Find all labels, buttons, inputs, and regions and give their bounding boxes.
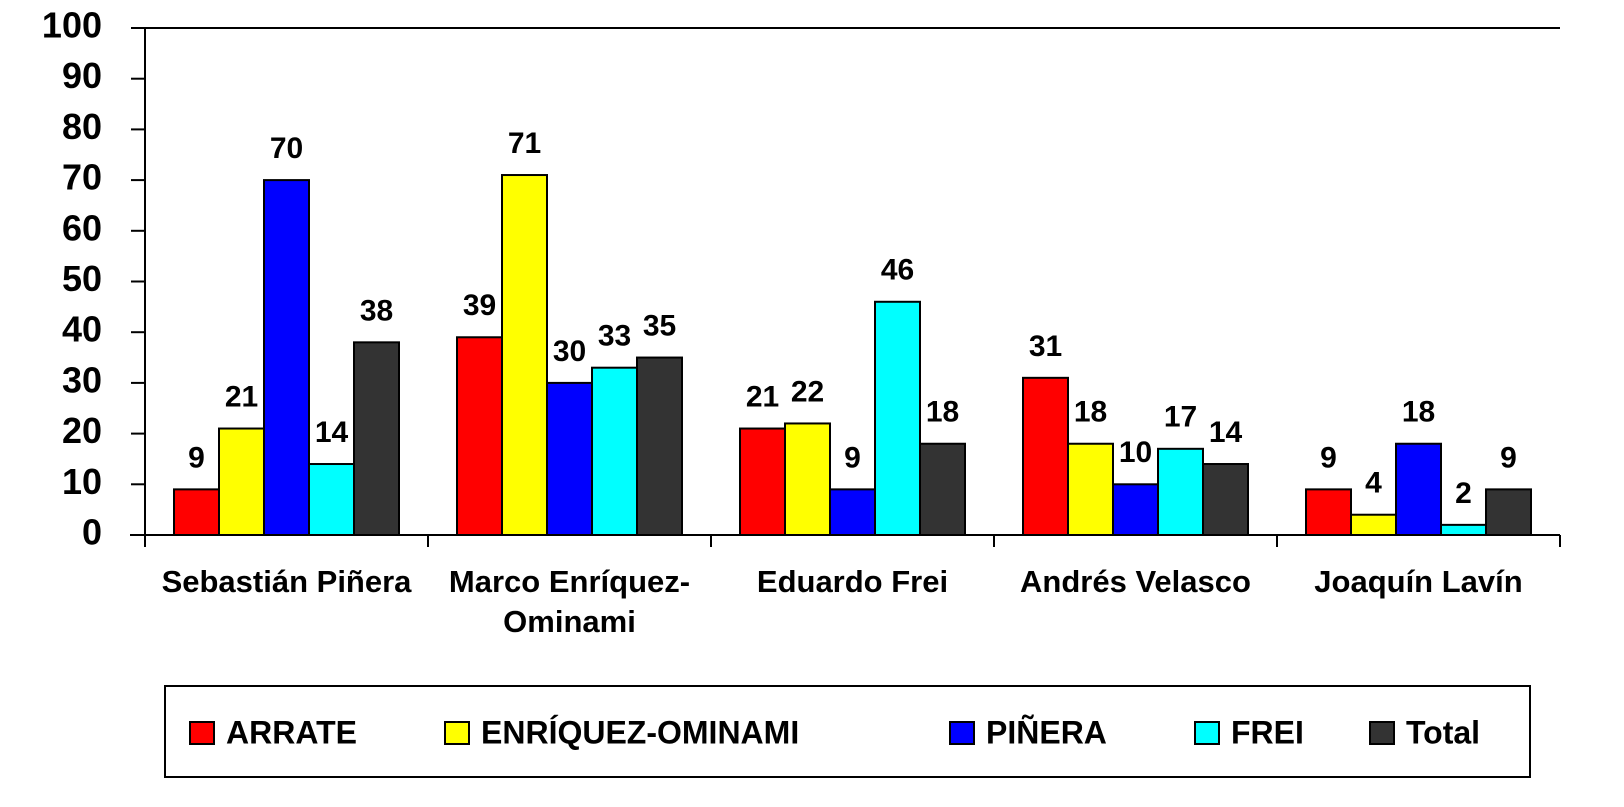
bar bbox=[591, 366, 638, 536]
bar bbox=[308, 463, 355, 536]
bar bbox=[1440, 523, 1487, 536]
bar bbox=[456, 336, 503, 536]
data-label: 4 bbox=[1365, 467, 1382, 500]
y-tick-label: 60 bbox=[62, 207, 102, 248]
data-label: 18 bbox=[926, 396, 959, 429]
bar bbox=[874, 300, 921, 536]
x-tick-label: Marco Enríquez-Ominami bbox=[448, 564, 691, 639]
bar bbox=[263, 179, 310, 536]
legend-box bbox=[164, 685, 1531, 778]
data-label: 9 bbox=[844, 441, 861, 474]
data-label: 9 bbox=[188, 441, 205, 474]
bar bbox=[546, 381, 593, 536]
data-label: 30 bbox=[553, 335, 586, 368]
data-label: 31 bbox=[1029, 330, 1062, 363]
y-tick-label: 50 bbox=[62, 258, 102, 299]
data-label: 39 bbox=[463, 289, 496, 322]
y-tick-label: 30 bbox=[62, 359, 102, 400]
bar bbox=[1022, 376, 1069, 536]
legend-label: ENRÍQUEZ-OMINAMI bbox=[481, 714, 799, 750]
y-tick-label: 10 bbox=[62, 461, 102, 502]
y-tick-label: 100 bbox=[42, 5, 102, 46]
bar bbox=[1305, 488, 1352, 536]
bar bbox=[739, 427, 786, 536]
bar bbox=[218, 427, 265, 536]
x-tick-label: Eduardo Frei bbox=[756, 564, 949, 599]
data-label: 14 bbox=[315, 416, 349, 449]
data-label: 21 bbox=[746, 380, 779, 413]
bar bbox=[1485, 488, 1532, 536]
x-tick-label: Andrés Velasco bbox=[1020, 564, 1251, 599]
data-label: 9 bbox=[1320, 441, 1337, 474]
legend-swatch bbox=[1369, 721, 1395, 745]
bar bbox=[1157, 447, 1204, 536]
legend-swatch bbox=[1194, 721, 1220, 745]
bar bbox=[1202, 463, 1249, 536]
data-label: 22 bbox=[791, 375, 824, 408]
legend-label: Total bbox=[1406, 714, 1480, 750]
bar bbox=[636, 356, 683, 536]
legend-label: FREI bbox=[1231, 714, 1304, 750]
bar bbox=[173, 488, 220, 536]
data-label: 18 bbox=[1074, 396, 1107, 429]
data-label: 46 bbox=[881, 254, 914, 287]
y-tick-label: 80 bbox=[62, 106, 102, 147]
bar bbox=[784, 422, 831, 536]
y-tick-label: 0 bbox=[82, 512, 102, 553]
bar bbox=[1112, 483, 1159, 536]
legend-label: ARRATE bbox=[226, 714, 357, 750]
data-label: 10 bbox=[1119, 436, 1152, 469]
data-label: 33 bbox=[598, 320, 631, 353]
data-label: 9 bbox=[1500, 441, 1517, 474]
bar bbox=[353, 341, 400, 536]
y-tick-label: 20 bbox=[62, 410, 102, 451]
data-label: 35 bbox=[643, 309, 676, 342]
y-tick-label: 40 bbox=[62, 309, 102, 350]
bar bbox=[919, 442, 966, 536]
data-label: 14 bbox=[1209, 416, 1243, 449]
data-label: 70 bbox=[270, 132, 303, 165]
data-label: 17 bbox=[1164, 401, 1197, 434]
legend-label: PIÑERA bbox=[986, 714, 1107, 750]
data-label: 2 bbox=[1455, 477, 1472, 510]
data-label: 18 bbox=[1402, 396, 1435, 429]
legend-swatch bbox=[949, 721, 975, 745]
bar bbox=[1067, 442, 1114, 536]
bar bbox=[829, 488, 876, 536]
bar bbox=[501, 174, 548, 536]
x-tick-label: Sebastián Piñera bbox=[161, 564, 412, 599]
y-tick-label: 90 bbox=[62, 55, 102, 96]
data-label: 38 bbox=[360, 294, 393, 327]
y-tick-label: 70 bbox=[62, 157, 102, 198]
data-label: 21 bbox=[225, 380, 258, 413]
bar bbox=[1350, 513, 1397, 536]
bar bbox=[1395, 442, 1442, 536]
legend-swatch bbox=[189, 721, 215, 745]
data-label: 71 bbox=[508, 127, 541, 160]
x-tick-label: Joaquín Lavín bbox=[1314, 564, 1523, 599]
legend-swatch bbox=[444, 721, 470, 745]
